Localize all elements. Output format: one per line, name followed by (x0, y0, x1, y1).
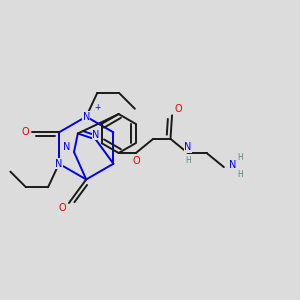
Text: O: O (132, 156, 140, 166)
Text: H: H (238, 170, 243, 179)
Text: N: N (184, 142, 191, 152)
Text: O: O (58, 203, 66, 213)
Text: N: N (229, 160, 236, 170)
Text: H: H (185, 156, 191, 165)
Text: O: O (22, 127, 29, 137)
Text: +: + (94, 103, 100, 112)
Text: N: N (63, 142, 71, 152)
Text: N: N (55, 159, 63, 169)
Text: N: N (92, 130, 100, 140)
Text: O: O (174, 104, 182, 114)
Text: H: H (238, 153, 243, 162)
Text: N: N (82, 112, 90, 122)
